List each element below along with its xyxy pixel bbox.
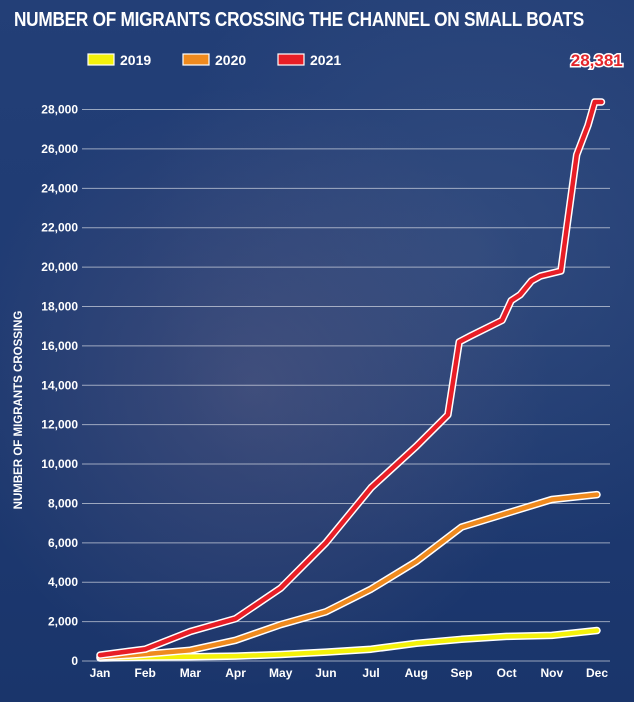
y-tick-label: 24,000	[41, 181, 78, 195]
y-tick-label: 0	[71, 654, 78, 668]
x-tick-label: Sep	[450, 666, 472, 680]
series-line	[97, 99, 604, 658]
gridlines	[82, 109, 610, 662]
annotations: 28,381	[569, 50, 624, 72]
series-line	[97, 628, 600, 661]
x-tick-label: Mar	[180, 666, 202, 680]
y-tick-label: 12,000	[41, 418, 78, 432]
x-tick-label: Feb	[135, 666, 156, 680]
legend-swatch	[277, 53, 305, 66]
y-axis-ticks: 0 2,000 4,000 6,000 8,000 10,000 12,000 14,000 1…	[41, 103, 78, 668]
y-tick-label: 28,000	[41, 103, 78, 117]
x-tick-label: Nov	[540, 666, 563, 680]
x-tick-label: Jul	[362, 666, 379, 680]
y-tick-label: 4,000	[48, 575, 78, 589]
peak-value-annotation: 28,381	[571, 51, 623, 70]
y-tick-label: 14,000	[41, 378, 78, 392]
legend-swatch	[87, 53, 115, 66]
x-tick-label: Apr	[225, 666, 246, 680]
y-tick-label: 16,000	[41, 339, 78, 353]
series-2019	[96, 626, 601, 662]
x-tick-label: May	[269, 666, 293, 680]
legend-label: 2020	[215, 52, 246, 68]
y-tick-label: 26,000	[41, 142, 78, 156]
y-tick-label: 8,000	[48, 496, 78, 510]
chart-title: NUMBER OF MIGRANTS CROSSING THE CHANNEL …	[14, 8, 584, 31]
legend-label: 2019	[120, 52, 151, 68]
x-tick-label: Jan	[90, 666, 111, 680]
series-2020	[96, 490, 601, 661]
y-tick-label: 20,000	[41, 260, 78, 274]
x-axis-ticks: Jan Feb Mar Apr May Jun Jul Aug Sep Oct Nov Dec	[90, 666, 609, 680]
x-tick-label: Jun	[315, 666, 336, 680]
legend-swatch	[182, 53, 210, 66]
y-axis-label: NUMBER OF MIGRANTS CROSSING	[13, 311, 25, 510]
series-line	[97, 492, 600, 660]
series-2021	[96, 98, 606, 659]
legend-label: 2021	[310, 52, 341, 68]
series-line-outline	[96, 98, 606, 659]
x-tick-label: Oct	[497, 666, 517, 680]
series-lines	[96, 98, 606, 662]
y-tick-label: 6,000	[48, 536, 78, 550]
y-tick-label: 22,000	[41, 221, 78, 235]
legend: 2019 2020 2021	[87, 52, 341, 68]
x-tick-label: Aug	[405, 666, 428, 680]
y-tick-label: 10,000	[41, 457, 78, 471]
y-tick-label: 2,000	[48, 615, 78, 629]
y-tick-label: 18,000	[41, 299, 78, 313]
x-tick-label: Dec	[586, 666, 608, 680]
